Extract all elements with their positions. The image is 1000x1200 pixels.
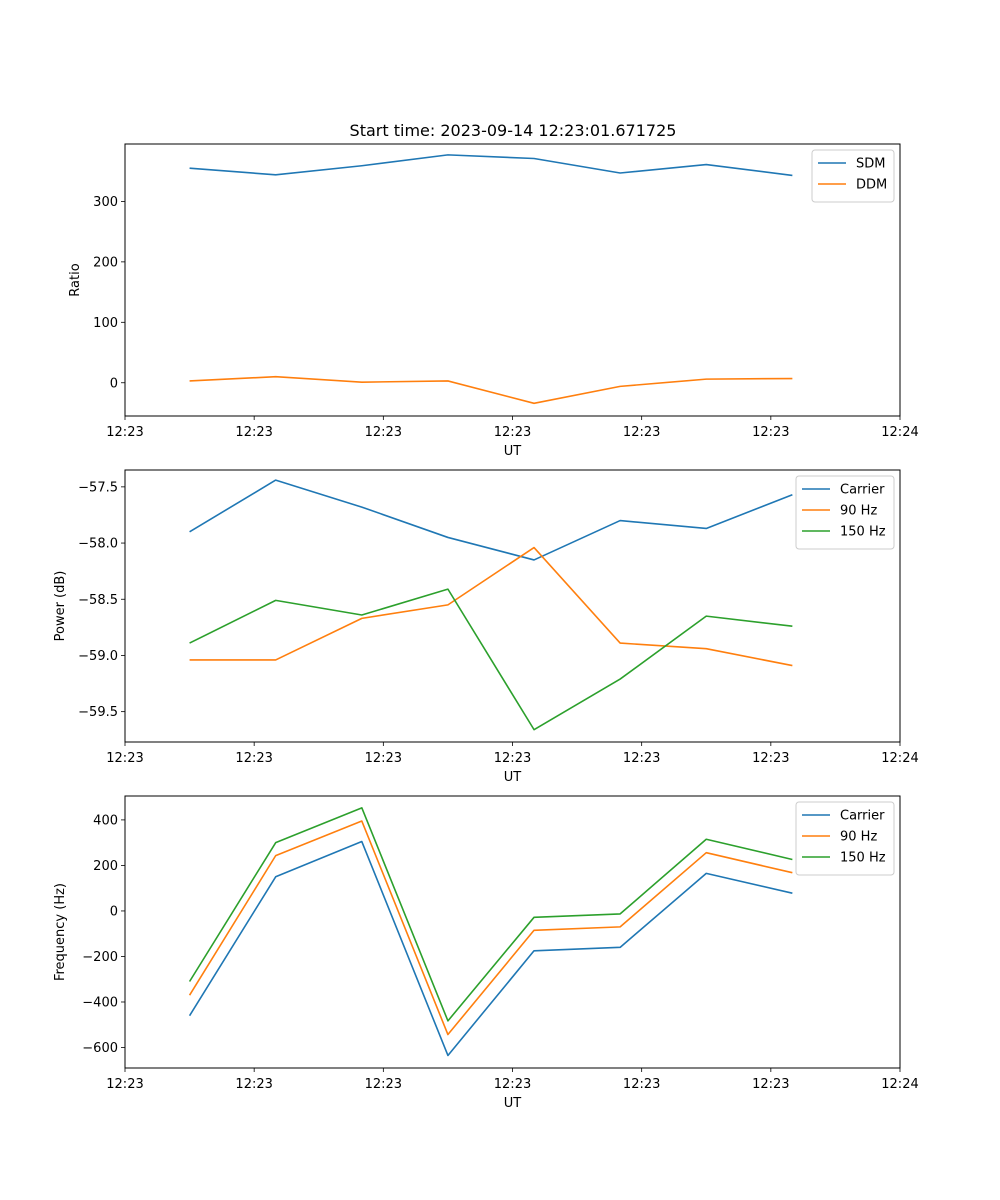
frequency-y-tick-label: 0 <box>110 904 118 919</box>
panels: 12:23 12:23 12:23 12:23 12:23 12:23 12:24 0 100 2… <box>53 143 919 1111</box>
power-series-150-hz-line <box>189 588 793 731</box>
ratio-legend-label-sdm: SDM <box>856 157 885 172</box>
frequency-x-tick-label: 12:24 <box>881 1077 918 1092</box>
frequency-y-tick-label: 400 <box>93 813 118 828</box>
frequency-y-tick-label: −200 <box>82 950 118 965</box>
frequency-y-tick-label: −600 <box>82 1041 118 1056</box>
ratio-x-tick-label: 12:23 <box>106 425 143 440</box>
ratio-x-tick-label: 12:24 <box>881 425 918 440</box>
ratio-y-axis-label: Ratio <box>68 263 83 296</box>
power-y-tick-label: −58.5 <box>78 593 118 608</box>
frequency-x-tick-label: 12:23 <box>494 1077 531 1092</box>
frequency-y-tick-label: 200 <box>93 859 118 874</box>
frequency-x-tick-label: 12:23 <box>752 1077 789 1092</box>
ratio-panel: 12:23 12:23 12:23 12:23 12:23 12:23 12:24 0 100 2… <box>68 143 919 459</box>
frequency-x-tick-label: 12:23 <box>235 1077 272 1092</box>
frequency-x-tick-label: 12:23 <box>623 1077 660 1092</box>
power-y-tick-label: −59.5 <box>78 705 118 720</box>
frequency-series-90-hz-line <box>188 820 793 1036</box>
frequency-legend: Carrier 90 Hz 150 Hz <box>795 801 895 876</box>
power-legend: Carrier 90 Hz 150 Hz <box>795 475 895 550</box>
ratio-x-tick-label: 12:23 <box>235 425 272 440</box>
frequency-x-tick-label: 12:23 <box>106 1077 143 1092</box>
frequency-legend-label-150-hz: 150 Hz <box>840 851 886 866</box>
ratio-legend-label-ddm: DDM <box>856 178 887 193</box>
power-x-tick-label: 12:23 <box>494 751 531 766</box>
ratio-y-tick-label: 200 <box>93 255 118 270</box>
ratio-y-tick-label: 300 <box>93 195 118 210</box>
power-x-tick-label: 12:23 <box>235 751 272 766</box>
frequency-series-carrier-line <box>188 840 793 1057</box>
frequency-panel: 12:23 12:23 12:23 12:23 12:23 12:23 12:24 −600 −… <box>53 795 919 1111</box>
ratio-x-tick-label: 12:23 <box>494 425 531 440</box>
power-x-tick-label: 12:23 <box>365 751 402 766</box>
power-y-tick-label: −59.0 <box>78 649 118 664</box>
power-x-axis-label: UT <box>504 770 522 785</box>
figure-title: Start time: 2023-09-14 12:23:01.671725 <box>350 121 677 140</box>
frequency-x-tick-label: 12:23 <box>365 1077 402 1092</box>
power-x-tick-label: 12:24 <box>881 751 918 766</box>
power-panel: 12:23 12:23 12:23 12:23 12:23 12:23 12:24 −59.5… <box>53 469 919 785</box>
power-y-axis-label: Power (dB) <box>53 571 68 642</box>
power-legend-label-150-hz: 150 Hz <box>840 525 886 540</box>
power-series-carrier-line <box>189 479 793 561</box>
frequency-legend-label-carrier: Carrier <box>840 809 885 824</box>
power-x-tick-label: 12:23 <box>752 751 789 766</box>
power-legend-label-90-hz: 90 Hz <box>840 504 877 519</box>
frequency-legend-label-90-hz: 90 Hz <box>840 830 877 845</box>
ratio-x-axis-label: UT <box>504 444 522 459</box>
ratio-legend: SDM DDM <box>811 149 895 203</box>
frequency-x-axis-label: UT <box>504 1096 522 1111</box>
ratio-x-tick-label: 12:23 <box>623 425 660 440</box>
ratio-series-sdm-line <box>189 154 793 177</box>
ratio-x-tick-label: 12:23 <box>752 425 789 440</box>
power-series-90-hz-line <box>189 546 793 667</box>
power-y-tick-label: −58.0 <box>78 537 118 552</box>
power-y-tick-label: −57.5 <box>78 480 118 495</box>
frequency-y-tick-label: −400 <box>82 995 118 1010</box>
power-x-tick-label: 12:23 <box>623 751 660 766</box>
ratio-y-tick-label: 0 <box>110 376 118 391</box>
ratio-x-tick-label: 12:23 <box>365 425 402 440</box>
power-legend-label-carrier: Carrier <box>840 483 885 498</box>
power-plot-frame <box>124 469 901 743</box>
frequency-series-150-hz-line <box>188 807 793 1022</box>
ratio-series-ddm-line <box>189 375 793 405</box>
power-x-tick-label: 12:23 <box>106 751 143 766</box>
ratio-plot-frame <box>124 143 901 417</box>
ratio-y-tick-label: 100 <box>93 316 118 331</box>
frequency-y-axis-label: Frequency (Hz) <box>53 883 68 981</box>
